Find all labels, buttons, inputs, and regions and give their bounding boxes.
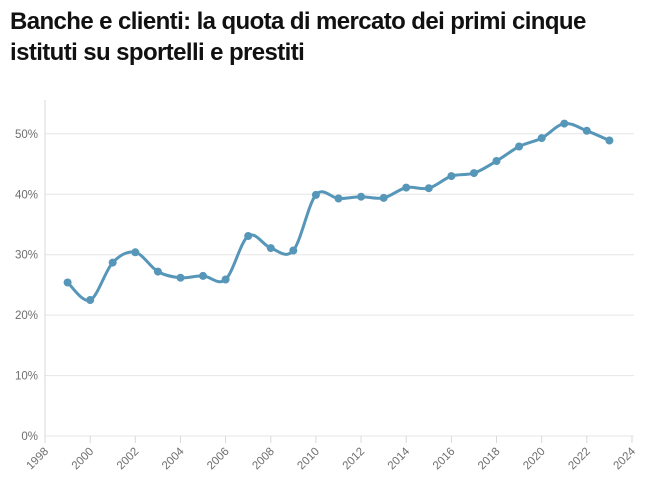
- x-tick-label: 2008: [250, 446, 277, 473]
- y-tick-label: 20%: [15, 310, 38, 322]
- x-tick-label: 2014: [386, 445, 413, 472]
- data-point-2023: [605, 136, 614, 145]
- x-tick-label: 2016: [431, 446, 458, 473]
- series-line: [66, 121, 611, 302]
- data-point-2000: [86, 296, 95, 304]
- data-point-2021: [560, 119, 569, 128]
- x-tick-label: 2002: [115, 446, 142, 473]
- data-point-2002: [131, 248, 140, 257]
- data-point-2017: [470, 169, 478, 178]
- x-tick-label: 2000: [70, 446, 97, 473]
- data-point-2022: [582, 126, 591, 135]
- data-point-2007: [244, 232, 253, 240]
- y-tick-label: 0%: [21, 431, 38, 443]
- chart-title-line-1: Banche e clienti: la quota di mercato de…: [10, 8, 586, 35]
- data-point-2010: [311, 190, 320, 199]
- x-tick-label: 2012: [341, 446, 368, 473]
- y-tick-label: 40%: [15, 189, 38, 201]
- data-point-2005: [199, 271, 207, 280]
- data-point-2012: [357, 192, 366, 201]
- data-point-2020: [537, 134, 546, 143]
- x-tick-label: 2006: [205, 446, 232, 473]
- data-point-1999: [63, 278, 72, 287]
- chart-title: Banche e clienti: la quota di mercato de…: [10, 6, 646, 68]
- y-tick-label: 10%: [15, 371, 38, 383]
- y-tick-label: 50%: [15, 129, 38, 141]
- data-point-2015: [424, 184, 433, 193]
- x-tick-label: 2024: [612, 445, 639, 472]
- chart-title-line-2: istituti su sportelli e prestiti: [10, 39, 305, 66]
- data-point-2003: [153, 267, 162, 276]
- data-point-2006: [221, 275, 230, 284]
- data-point-2011: [334, 194, 343, 203]
- x-tick-label: 2018: [476, 446, 503, 473]
- data-point-2013: [379, 193, 388, 202]
- x-tick-label: 2022: [566, 446, 593, 473]
- x-tick-label: 1998: [25, 446, 52, 473]
- data-point-2008: [266, 244, 275, 253]
- data-point-2018: [492, 157, 501, 165]
- x-tick-label: 2020: [521, 446, 548, 473]
- data-point-2001: [108, 258, 117, 267]
- data-point-2009: [289, 246, 298, 255]
- y-tick-label: 30%: [15, 250, 38, 262]
- data-point-2004: [176, 273, 185, 282]
- x-tick-label: 2004: [160, 445, 187, 472]
- data-point-2014: [402, 183, 411, 192]
- x-tick-label: 2010: [295, 446, 322, 473]
- data-point-2016: [447, 172, 456, 181]
- data-point-2019: [515, 142, 524, 151]
